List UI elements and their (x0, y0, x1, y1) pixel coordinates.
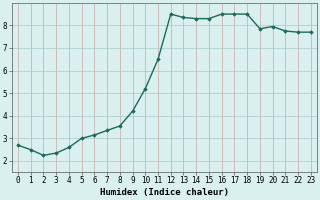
X-axis label: Humidex (Indice chaleur): Humidex (Indice chaleur) (100, 188, 229, 197)
